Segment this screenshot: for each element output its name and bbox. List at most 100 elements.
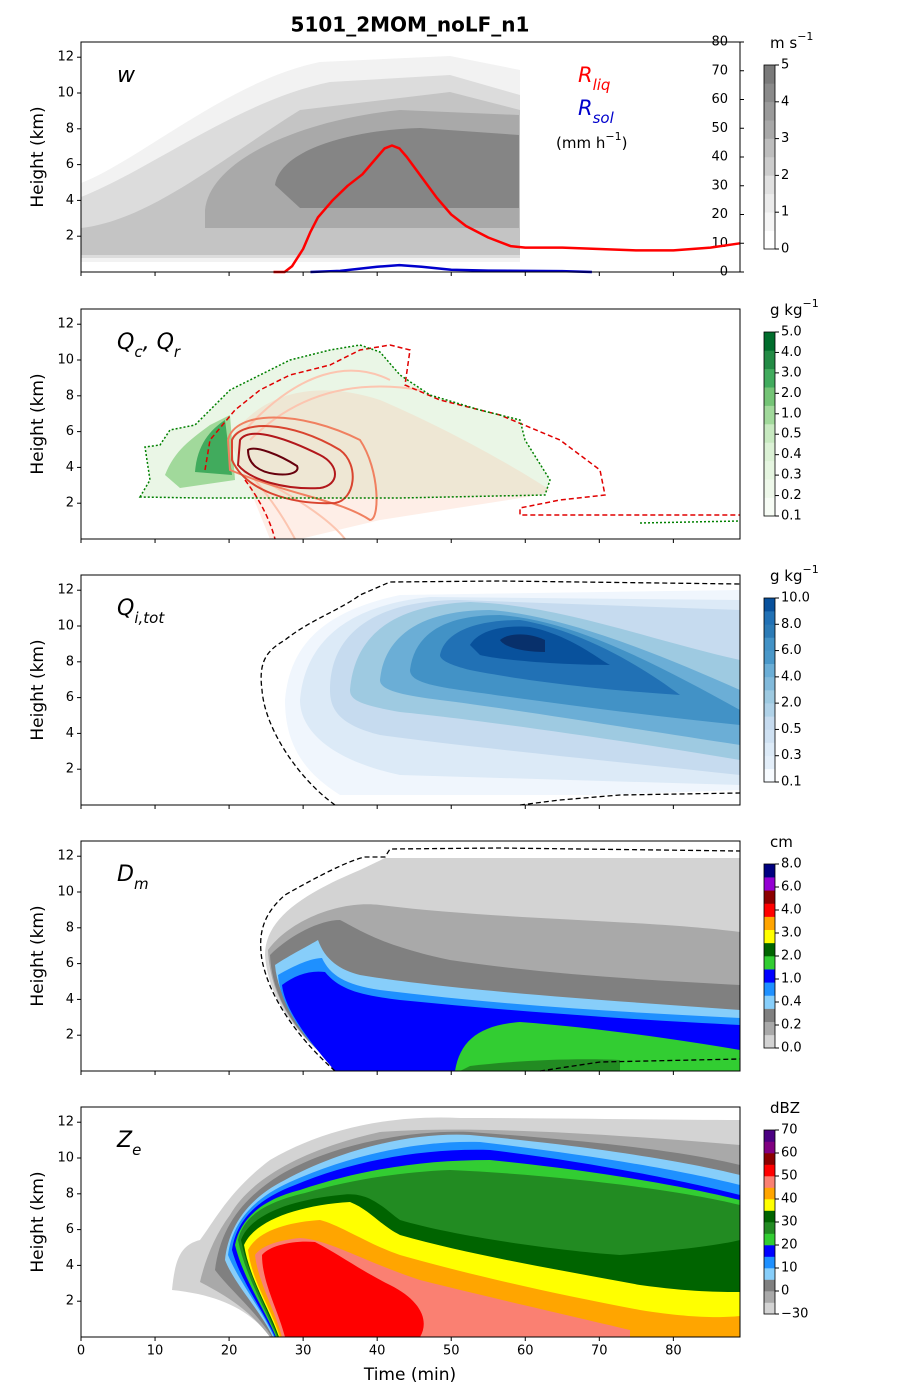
colorbar-band	[764, 624, 775, 638]
colorbar-tick-label: 1	[781, 205, 789, 220]
y2-tick-label: 50	[711, 121, 728, 136]
text-part: R	[578, 63, 593, 87]
axes-frame	[80, 840, 741, 1072]
colorbar-tick-label: 2.0	[781, 696, 802, 711]
y-tick-label: 4	[66, 193, 74, 208]
colorbar-band	[764, 65, 775, 84]
text-part: −1	[605, 130, 621, 143]
colorbar-tick-label: 8.0	[781, 857, 802, 872]
colorbar-band	[764, 175, 775, 195]
colorbar-band	[764, 982, 775, 996]
y-tick-label: 8	[66, 121, 74, 136]
y-tick-label: 12	[57, 583, 74, 598]
colorbar-band	[764, 1199, 775, 1211]
colorbar-band	[764, 890, 775, 904]
colorbar-band	[764, 120, 775, 139]
colorbar-tick-label: 70	[781, 1123, 798, 1138]
y-tick-label: 10	[57, 86, 74, 101]
colorbar-band	[764, 995, 775, 1009]
colorbar-frame	[763, 64, 776, 250]
text-part: )	[622, 134, 628, 152]
y-tick-label: 2	[66, 762, 74, 777]
colorbar-band	[764, 1130, 775, 1142]
x-tick-label: 50	[443, 1344, 460, 1359]
y-tick-label: 12	[57, 1115, 74, 1130]
colorbar-band	[764, 663, 775, 678]
colorbar-tick-label: 0.1	[781, 775, 802, 790]
colorbar-band	[764, 1176, 775, 1188]
colorbar-tick-label: 2.0	[781, 386, 802, 401]
legend-entry: Rsol	[578, 96, 615, 127]
colorbar-band	[764, 1268, 775, 1280]
y-tick-label: 8	[66, 920, 74, 935]
colorbar-tick-label: 0	[781, 242, 789, 257]
colorbar-band	[764, 1164, 775, 1177]
y-tick-label: 6	[66, 690, 74, 705]
colorbar-band	[764, 1141, 775, 1154]
colorbar-tick-label: 0.5	[781, 722, 802, 737]
colorbar-band	[764, 637, 775, 651]
colorbar-band	[764, 1233, 775, 1246]
colorbar-band	[764, 1210, 775, 1223]
colorbar-tick-label: 10	[781, 1261, 798, 1276]
colorbar-tick-label: 3	[781, 131, 789, 146]
series-line	[273, 144, 741, 274]
colorbar-tick-label: 5.0	[781, 325, 802, 340]
colorbar-band	[764, 193, 775, 213]
colorbar-units: g kg−1	[770, 563, 819, 585]
legend-entry: Rliq	[578, 63, 610, 94]
y-tick-label: 2	[66, 496, 74, 511]
figure-title: 5101_2MOM_noLF_n1	[291, 13, 530, 37]
axes-frame	[80, 1106, 741, 1338]
axes-frame	[80, 574, 741, 806]
y-tick-label: 8	[66, 654, 74, 669]
y2-tick-label: 30	[711, 178, 728, 193]
x-tick-label: 60	[517, 1344, 534, 1359]
y-tick-label: 12	[57, 849, 74, 864]
colorbar-tick-label: 4	[781, 94, 789, 109]
panel-label: Ze	[116, 1128, 141, 1159]
colorbar-band	[764, 929, 775, 944]
colorbar-units: cm	[770, 833, 793, 851]
colorbar-tick-label: 4.0	[781, 669, 802, 684]
text-part: −1	[803, 563, 819, 576]
text-part: r	[174, 343, 181, 361]
y-tick-label: 4	[66, 1258, 74, 1273]
colorbar-units: m s−1	[770, 30, 813, 52]
colorbar-band	[764, 690, 775, 704]
colorbar-tick-label: 0	[781, 1284, 789, 1299]
text-part: −1	[797, 30, 813, 43]
colorbar-tick-label: 0.4	[781, 447, 802, 462]
colorbar-band	[764, 497, 775, 517]
y-tick-label: 10	[57, 619, 74, 634]
colorbar-band	[764, 742, 775, 757]
y-axis-label: Height (km)	[28, 1171, 48, 1272]
colorbar-tick-label: 2	[781, 168, 789, 183]
colorbar-band	[764, 1008, 775, 1023]
text-part: dBZ	[770, 1099, 800, 1117]
y-tick-label: 8	[66, 1186, 74, 1201]
y2-tick-label: 40	[711, 150, 728, 165]
colorbar-tick-label: 10.0	[781, 591, 810, 606]
y-axis-label: Height (km)	[28, 373, 48, 474]
colorbar-band	[764, 942, 775, 957]
text-part: i,tot	[134, 609, 165, 627]
y-tick-label: 10	[57, 353, 74, 368]
colorbar-tick-label: 20	[781, 1238, 798, 1253]
text-part: D	[117, 862, 134, 887]
text-part: w	[117, 63, 136, 88]
y-tick-label: 4	[66, 726, 74, 741]
qc-qr-field	[138, 344, 741, 540]
axes-frame	[80, 308, 741, 540]
text-part: cm	[770, 833, 793, 851]
text-part: Z	[116, 1128, 133, 1153]
y-tick-label: 4	[66, 460, 74, 475]
colorbar-tick-label: 0.1	[781, 509, 802, 524]
colorbar-tick-label: 6.0	[781, 880, 802, 895]
y-tick-label: 12	[57, 50, 74, 65]
panel-label: w	[117, 63, 136, 88]
colorbar-band	[764, 1291, 775, 1303]
y-tick-label: 2	[66, 229, 74, 244]
